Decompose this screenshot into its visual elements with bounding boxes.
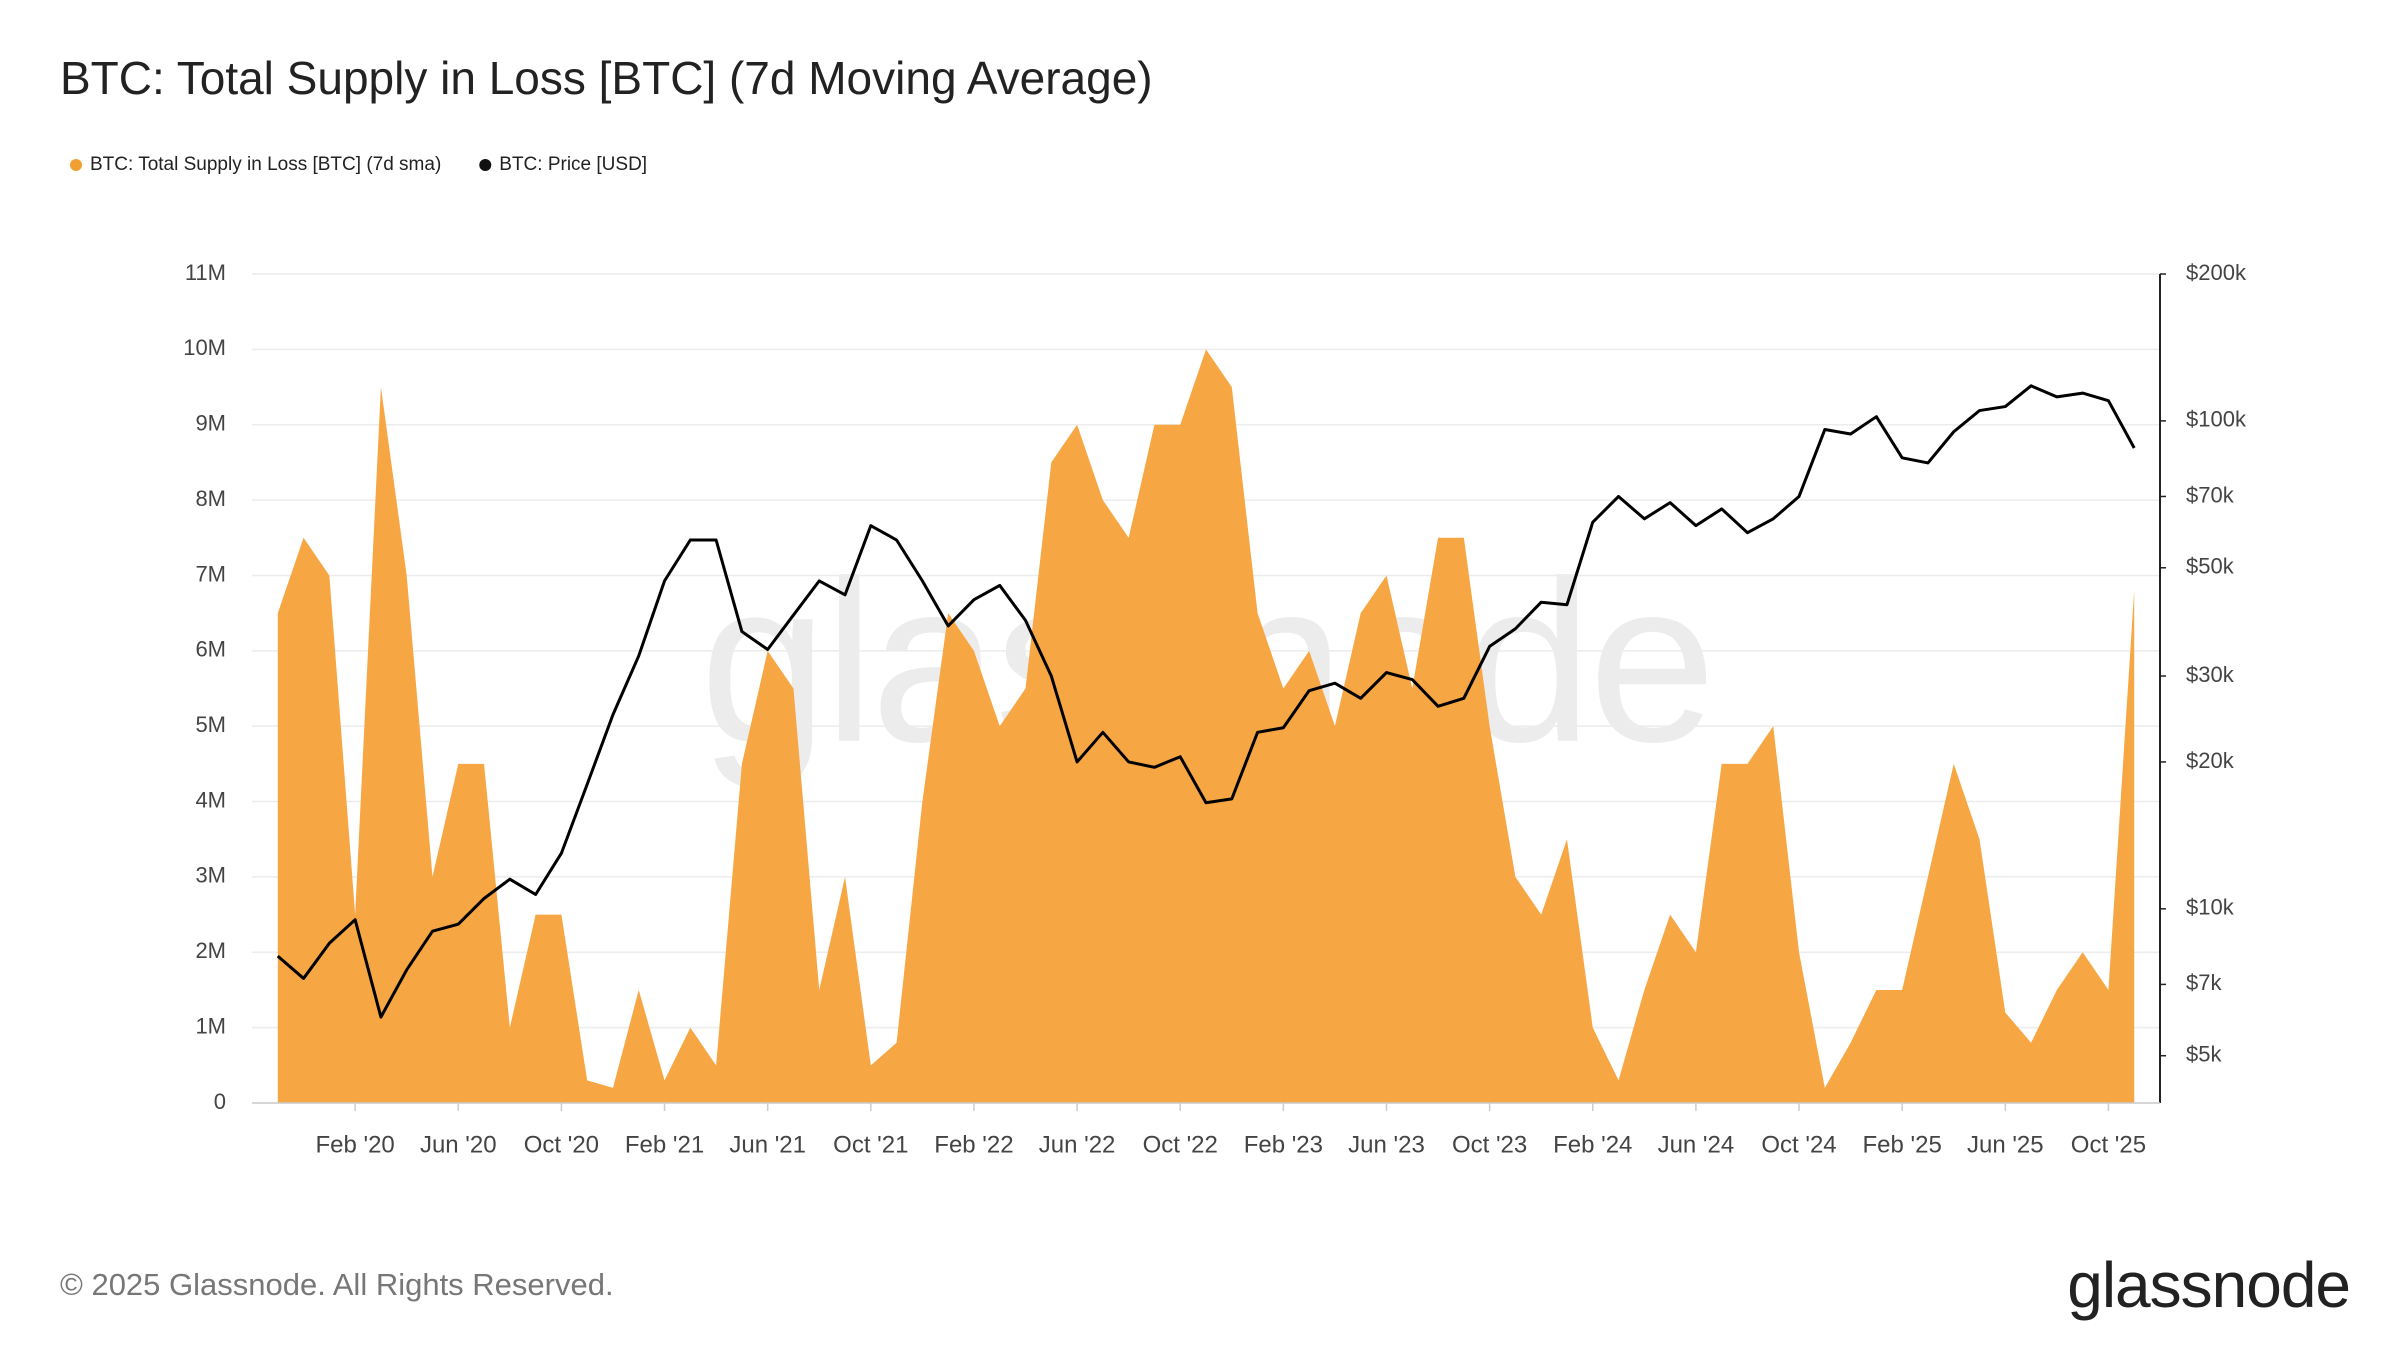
y-tick-label: 6M	[195, 637, 226, 662]
y2-tick-label: $20k	[2186, 748, 2235, 773]
x-tick-label: Jun '25	[1967, 1131, 2044, 1158]
legend-label: BTC: Price [USD]	[499, 154, 647, 175]
x-tick-label: Feb '23	[1244, 1131, 1323, 1158]
x-tick-label: Feb '24	[1553, 1131, 1632, 1158]
y-tick-label: 3M	[195, 863, 226, 888]
supply-area	[277, 349, 2135, 1103]
y-tick-label: 4M	[195, 787, 226, 812]
y-tick-label: 11M	[185, 260, 226, 285]
x-tick-label: Jun '20	[420, 1131, 497, 1158]
y-tick-label: 9M	[195, 411, 226, 436]
x-tick-label: Oct '20	[524, 1131, 599, 1158]
y2-tick-label: $70k	[2186, 482, 2235, 507]
y-tick-label: 5M	[195, 712, 226, 737]
y2-tick-label: $10k	[2186, 895, 2235, 920]
y-tick-label: 2M	[195, 938, 226, 963]
y2-tick-label: $5k	[2186, 1042, 2222, 1067]
x-tick-label: Oct '23	[1452, 1131, 1527, 1158]
y-tick-label: 0	[214, 1089, 226, 1114]
y2-tick-label: $7k	[2186, 970, 2222, 995]
price-line	[276, 384, 2136, 1019]
legend-marker	[70, 159, 82, 171]
y2-tick-label: $50k	[2186, 554, 2235, 579]
x-tick-label: Jun '23	[1348, 1131, 1425, 1158]
legend-label: BTC: Total Supply in Loss [BTC] (7d sma)	[90, 154, 441, 175]
x-tick-label: Feb '20	[315, 1131, 394, 1158]
x-tick-label: Feb '25	[1863, 1131, 1942, 1158]
x-tick-label: Oct '25	[2071, 1131, 2146, 1158]
x-tick-label: Jun '22	[1039, 1131, 1116, 1158]
x-tick-label: Jun '21	[729, 1131, 806, 1158]
y2-tick-label: $200k	[2186, 260, 2247, 285]
y-tick-label: 8M	[195, 486, 226, 511]
x-tick-label: Oct '22	[1143, 1131, 1218, 1158]
logo: glassnode	[2067, 1249, 2350, 1321]
y2-tick-label: $100k	[2186, 407, 2247, 432]
y-tick-label: 10M	[183, 335, 226, 360]
x-tick-label: Feb '21	[625, 1131, 704, 1158]
chart-title: BTC: Total Supply in Loss [BTC] (7d Movi…	[60, 52, 1153, 104]
y-tick-label: 7M	[195, 561, 226, 586]
x-tick-label: Oct '24	[1761, 1131, 1836, 1158]
legend-marker	[479, 159, 492, 171]
x-tick-label: Oct '21	[833, 1131, 908, 1158]
x-tick-label: Feb '22	[934, 1131, 1013, 1158]
y2-tick-label: $30k	[2186, 662, 2235, 687]
x-tick-label: Jun '24	[1658, 1131, 1735, 1158]
y-tick-label: 1M	[195, 1013, 226, 1038]
footer: © 2025 Glassnode. All Rights Reserved.	[60, 1267, 614, 1302]
